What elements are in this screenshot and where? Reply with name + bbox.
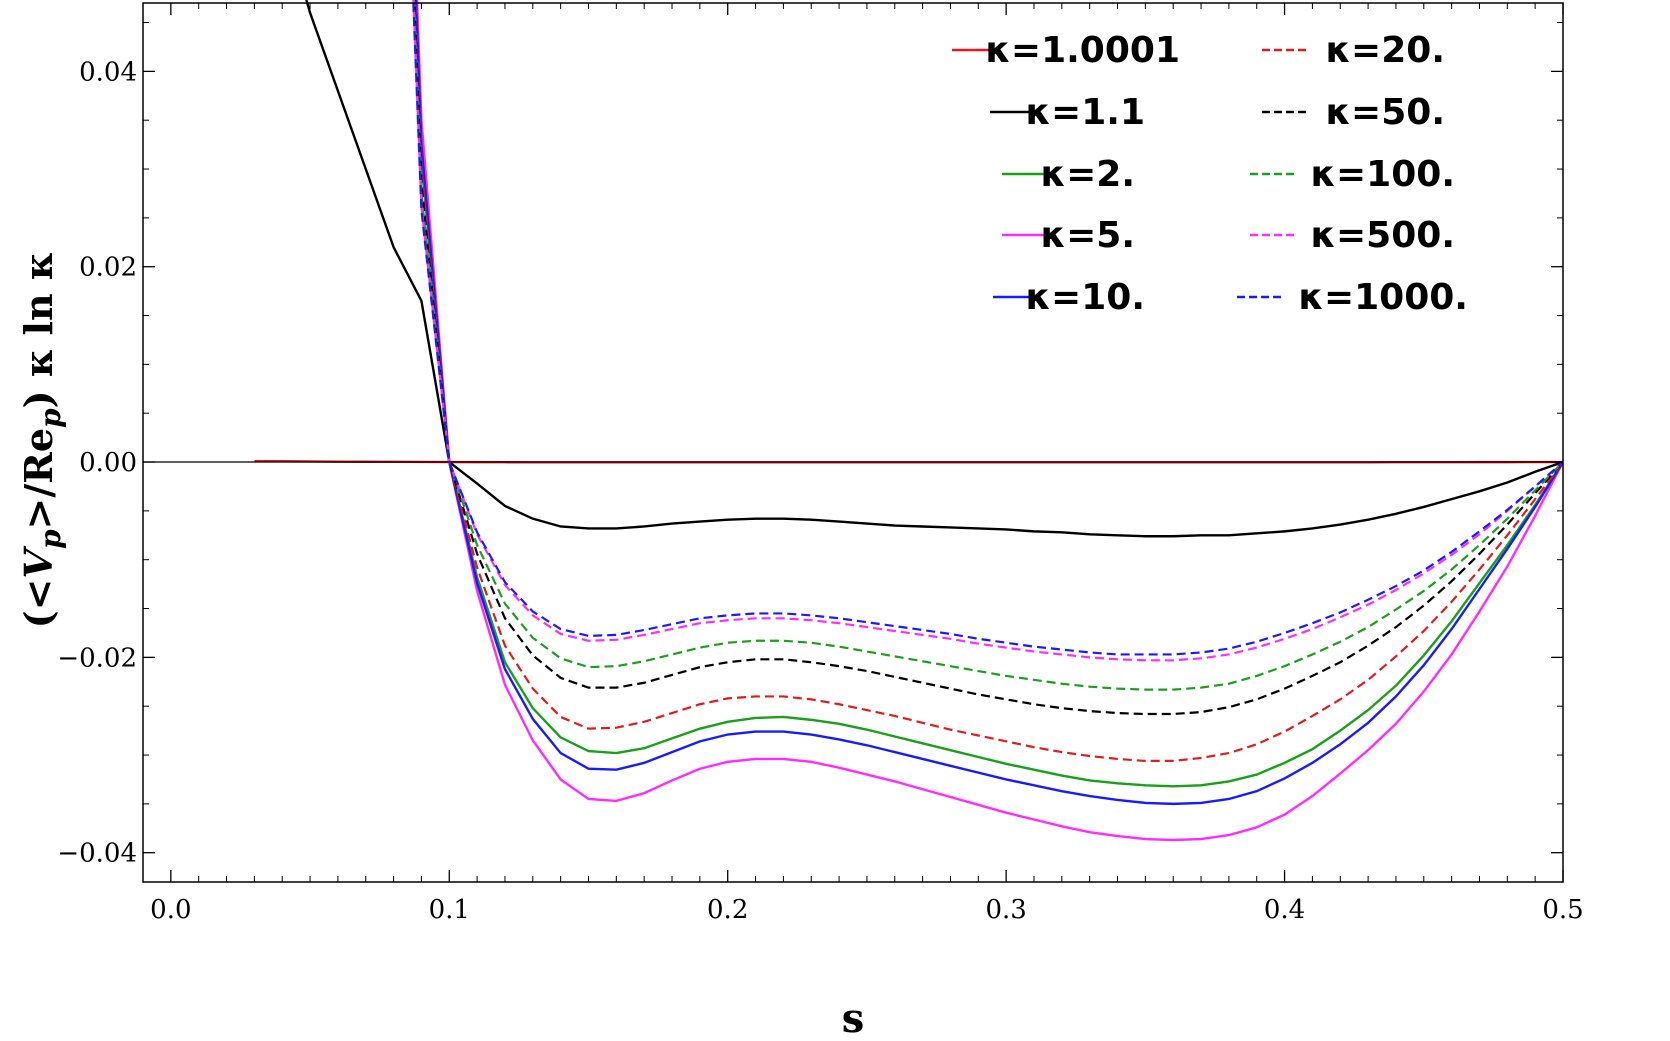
ticks-layer: 0.0 0.1 0.2 0.3 0.4 0.5 0.04 0.02 0.00 −0.02 −0.04 bbox=[57, 3, 1584, 925]
y-tick-label: −0.02 bbox=[57, 643, 137, 673]
legend-label: κ=10. bbox=[1025, 277, 1145, 318]
x-tick-label: 0.2 bbox=[707, 895, 748, 925]
series-line-9 bbox=[412, 0, 1563, 662]
series-line-4 bbox=[415, 0, 1563, 842]
x-tick-label: 0.4 bbox=[1264, 895, 1305, 925]
legend-label: κ=1000. bbox=[1298, 277, 1468, 318]
y-tick-label: −0.04 bbox=[57, 839, 137, 869]
x-axis-title: s bbox=[842, 995, 865, 1041]
x-tick-label: 0.1 bbox=[429, 895, 470, 925]
series-line-2 bbox=[305, 0, 1563, 538]
legend-label: κ=100. bbox=[1310, 154, 1455, 195]
y-axis-title: (<Vp>/Rep) κ ln κ bbox=[16, 252, 67, 629]
legend-label: κ=5. bbox=[1041, 215, 1135, 256]
series-line-3 bbox=[414, 0, 1563, 788]
series-line-10 bbox=[412, 0, 1563, 656]
legend-label: κ=20. bbox=[1325, 30, 1445, 71]
legend-label: κ=2. bbox=[1041, 154, 1135, 195]
legend-label: κ=1.1 bbox=[1025, 92, 1145, 133]
legend-label: κ=50. bbox=[1325, 92, 1445, 133]
series-layer bbox=[254, 0, 1563, 842]
y-tick-label: 0.02 bbox=[79, 253, 137, 283]
x-tick-label: 0.5 bbox=[1542, 895, 1583, 925]
y-tick-label: 0.00 bbox=[79, 448, 137, 478]
series-line-6 bbox=[413, 0, 1563, 762]
legend-label: κ=500. bbox=[1310, 215, 1455, 256]
x-tick-label: 0.3 bbox=[985, 895, 1026, 925]
series-line-7 bbox=[413, 0, 1563, 716]
y-tick-label: 0.04 bbox=[79, 57, 137, 87]
series-line-5 bbox=[414, 0, 1563, 806]
plot-frame bbox=[142, 2, 1564, 883]
series-line-8 bbox=[412, 0, 1563, 691]
legend: κ=1.0001 κ=1.1 κ=2. κ=5. κ=10. κ=20. κ=50. κ=10… bbox=[952, 30, 1468, 318]
x-tick-label: 0.0 bbox=[150, 895, 191, 925]
legend-label: κ=1.0001 bbox=[985, 30, 1180, 71]
